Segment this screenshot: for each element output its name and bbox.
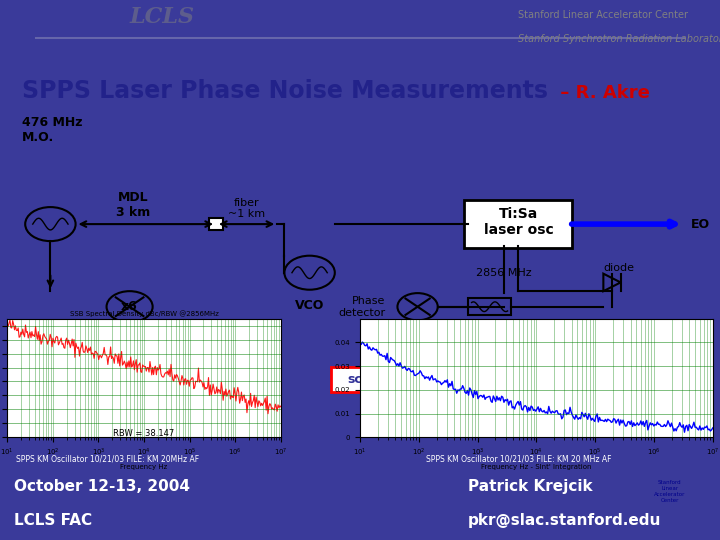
Text: diode: diode	[603, 263, 635, 273]
X-axis label: Frequency Hz - Slnt' Integration: Frequency Hz - Slnt' Integration	[481, 464, 592, 470]
Text: SPPS KM Oscillator 10/21/03 FILE: KM 20MHz AF: SPPS KM Oscillator 10/21/03 FILE: KM 20M…	[17, 455, 199, 463]
Text: Timing Jitter: Timing Jitter	[523, 349, 600, 362]
Text: Patrick Krejcik: Patrick Krejcik	[468, 479, 593, 494]
Text: fiber
~1 km: fiber ~1 km	[228, 198, 266, 219]
FancyBboxPatch shape	[464, 200, 572, 248]
Text: Ti:Sa
laser osc: Ti:Sa laser osc	[484, 207, 553, 237]
Text: 2856 MHz
to linac: 2856 MHz to linac	[140, 333, 192, 355]
Text: Stanford Synchrotron Radiation Laboratory: Stanford Synchrotron Radiation Laborator…	[518, 35, 720, 44]
Text: SPPS KM Oscillator 10/21/03 FILE: KM 20 MHz AF: SPPS KM Oscillator 10/21/03 FILE: KM 20 …	[426, 455, 611, 463]
Text: SPPS Laser Phase Noise Measurements: SPPS Laser Phase Noise Measurements	[22, 79, 548, 103]
Text: EO: EO	[691, 218, 711, 231]
Text: LCLS: LCLS	[130, 6, 194, 28]
Text: 2856 MHz: 2856 MHz	[476, 267, 532, 278]
Text: x6: x6	[121, 300, 138, 313]
Title: SSB Spectral Density dBc/RBW @2856MHz: SSB Spectral Density dBc/RBW @2856MHz	[70, 310, 218, 317]
Text: MDL
3 km: MDL 3 km	[116, 191, 150, 219]
X-axis label: Frequency Hz: Frequency Hz	[120, 464, 168, 470]
Text: Stanford
Linear
Accelerator
Center: Stanford Linear Accelerator Center	[654, 480, 685, 503]
Bar	[468, 298, 511, 315]
Bar	[209, 218, 223, 230]
Text: 476 MHz
M.O.: 476 MHz M.O.	[22, 116, 82, 144]
Text: LCLS FAC: LCLS FAC	[14, 513, 93, 528]
Text: SSB Spectral Density dBc/RBW @2856MHz: SSB Spectral Density dBc/RBW @2856MHz	[22, 411, 202, 421]
Text: pkr@slac.stanford.edu: pkr@slac.stanford.edu	[468, 513, 662, 528]
Text: – R. Akre: – R. Akre	[554, 84, 650, 102]
Bar	[331, 367, 403, 392]
Text: Phase
detector: Phase detector	[338, 296, 385, 318]
Text: October 12-13, 2004: October 12-13, 2004	[14, 479, 190, 494]
Text: Stanford Linear Accelerator Center: Stanford Linear Accelerator Center	[518, 10, 688, 20]
Text: VCO: VCO	[295, 299, 324, 313]
Text: RBW = 38.147: RBW = 38.147	[113, 429, 175, 438]
Text: scope: scope	[347, 373, 387, 386]
